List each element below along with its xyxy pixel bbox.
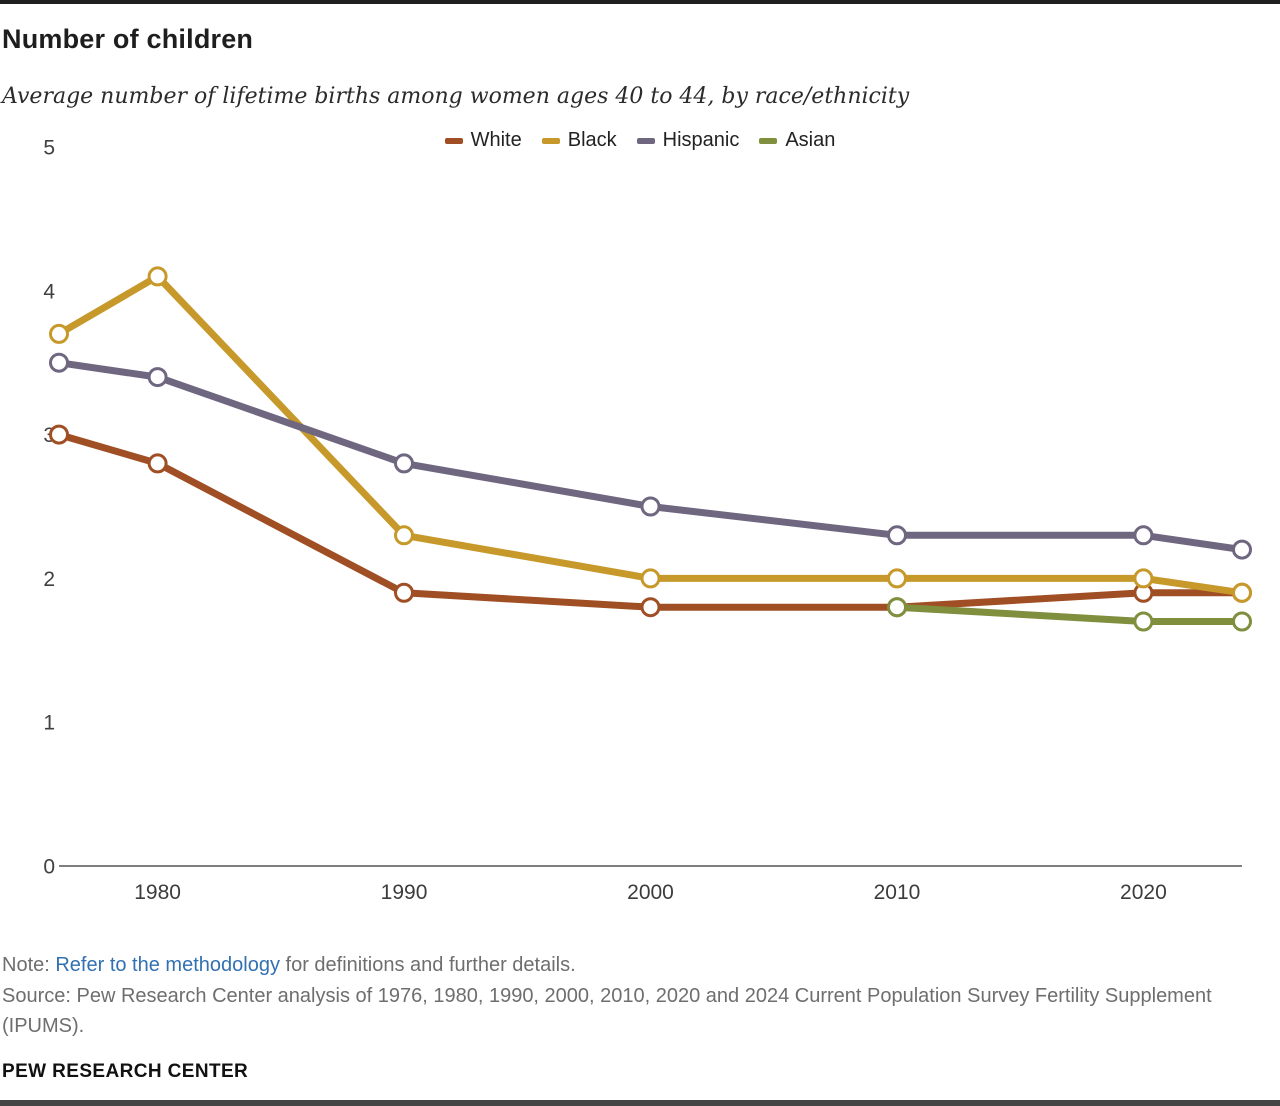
legend-label: Black — [567, 129, 617, 151]
y-tick-label-1: 1 — [43, 712, 55, 735]
chart-canvas: 01234519801990200020102020 — [43, 140, 1252, 904]
data-point-white-1990 — [394, 582, 414, 603]
x-tick-label-1980: 1980 — [134, 881, 181, 904]
page-title: Number of children — [2, 24, 254, 54]
data-point-asian-2020 — [1133, 611, 1154, 632]
bottom-divider — [0, 1100, 1280, 1106]
legend-label: White — [470, 129, 522, 151]
y-tick-label-5: 5 — [43, 140, 55, 160]
y-tick-label-4: 4 — [43, 280, 55, 303]
x-tick-label-2000: 2000 — [627, 881, 674, 904]
data-point-black-2010 — [887, 568, 907, 589]
data-point-hispanic-2020 — [1133, 525, 1154, 546]
data-point-hispanic-1976 — [49, 352, 69, 373]
data-point-black-2020 — [1133, 568, 1154, 589]
data-point-hispanic-2024 — [1232, 539, 1252, 560]
legend-swatch-icon — [759, 137, 778, 144]
series-line-black — [57, 272, 1243, 597]
legend-swatch-icon — [444, 137, 463, 144]
series-line-hispanic — [58, 359, 1243, 554]
legend-item-white: White — [444, 129, 522, 152]
y-tick-label-0: 0 — [43, 856, 55, 879]
chart-legend: White Black Hispanic Asian — [0, 129, 1280, 152]
data-point-black-1990 — [394, 525, 414, 546]
data-point-asian-2024 — [1232, 611, 1252, 632]
chart-subtitle: Average number of lifetime births among … — [2, 84, 910, 109]
data-point-hispanic-1980 — [147, 367, 168, 388]
legend-label: Hispanic — [662, 129, 740, 151]
series-line-asian — [896, 603, 1242, 625]
y-tick-label-2: 2 — [43, 568, 55, 591]
data-point-black-1980 — [147, 266, 168, 287]
x-tick-label-2020: 2020 — [1120, 881, 1167, 904]
data-point-hispanic-2000 — [640, 496, 661, 517]
x-tick-label-2010: 2010 — [874, 881, 921, 904]
brand-text: PEW RESEARCH CENTER — [2, 1061, 249, 1082]
legend-item-black: Black — [541, 129, 617, 152]
note-label: Note: — [2, 954, 56, 976]
data-point-white-2000 — [640, 597, 661, 618]
data-point-black-1976 — [49, 323, 69, 344]
data-point-asian-2010 — [887, 597, 907, 618]
legend-swatch-icon — [636, 137, 655, 144]
x-tick-label-1990: 1990 — [381, 881, 428, 904]
legend-item-hispanic: Hispanic — [636, 129, 740, 152]
data-point-white-1980 — [147, 453, 168, 474]
data-point-hispanic-2010 — [887, 525, 907, 546]
data-point-hispanic-1990 — [394, 453, 414, 474]
legend-swatch-icon — [541, 137, 560, 144]
note-rest: for definitions and further details. — [279, 954, 576, 976]
data-point-black-2000 — [640, 568, 661, 589]
data-point-black-2024 — [1232, 582, 1252, 603]
note-text: Note: Refer to the methodology for defin… — [2, 951, 576, 979]
source-text: Source: Pew Research Center analysis of … — [2, 985, 1212, 1037]
top-divider — [0, 0, 1280, 4]
legend-label: Asian — [785, 129, 836, 151]
legend-item-asian: Asian — [759, 129, 835, 152]
data-point-white-1976 — [49, 424, 69, 445]
methodology-link[interactable]: Refer to the methodology — [55, 954, 280, 976]
